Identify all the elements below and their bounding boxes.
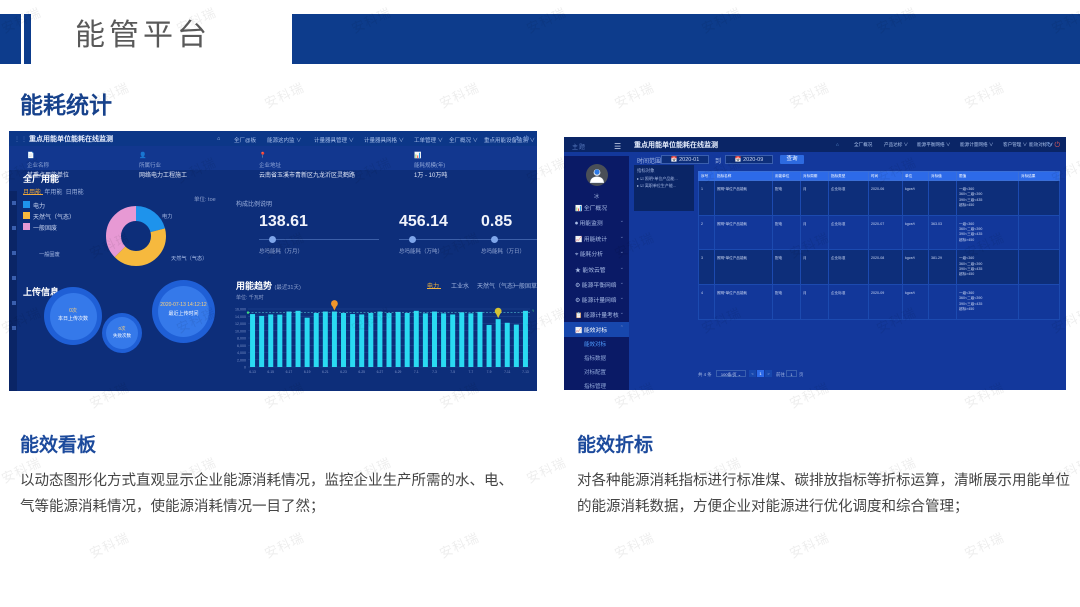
svg-text:6-17: 6-17 [286, 370, 293, 374]
svg-text:7-1: 7-1 [414, 370, 419, 374]
svg-text:8,000: 8,000 [237, 337, 246, 341]
svg-text:14,000: 14,000 [235, 315, 246, 319]
svg-text:6-23: 6-23 [340, 370, 347, 374]
svg-text:6-25: 6-25 [358, 370, 365, 374]
svg-text:7-9: 7-9 [487, 370, 492, 374]
svg-text:6-13: 6-13 [249, 370, 256, 374]
svg-text:6-19: 6-19 [304, 370, 311, 374]
svg-text:7-13: 7-13 [522, 370, 529, 374]
svg-text:2,000: 2,000 [237, 358, 246, 362]
svg-text:0: 0 [244, 366, 246, 370]
svg-text:6-21: 6-21 [322, 370, 329, 374]
svg-text:7-5: 7-5 [450, 370, 455, 374]
svg-text:6-27: 6-27 [377, 370, 384, 374]
svg-text:7-7: 7-7 [468, 370, 473, 374]
svg-text:16,000: 16,000 [235, 308, 246, 312]
svg-text:7-11: 7-11 [504, 370, 511, 374]
svg-text:6-15: 6-15 [267, 370, 274, 374]
svg-text:7-3: 7-3 [432, 370, 437, 374]
svg-text:12,000: 12,000 [235, 322, 246, 326]
svg-text:6-29: 6-29 [395, 370, 402, 374]
svg-text:10,000: 10,000 [235, 329, 246, 333]
svg-text:4,000: 4,000 [237, 351, 246, 355]
svg-text:6,000: 6,000 [237, 344, 246, 348]
svg-text:Y:15500: Y:15500 [532, 309, 534, 313]
